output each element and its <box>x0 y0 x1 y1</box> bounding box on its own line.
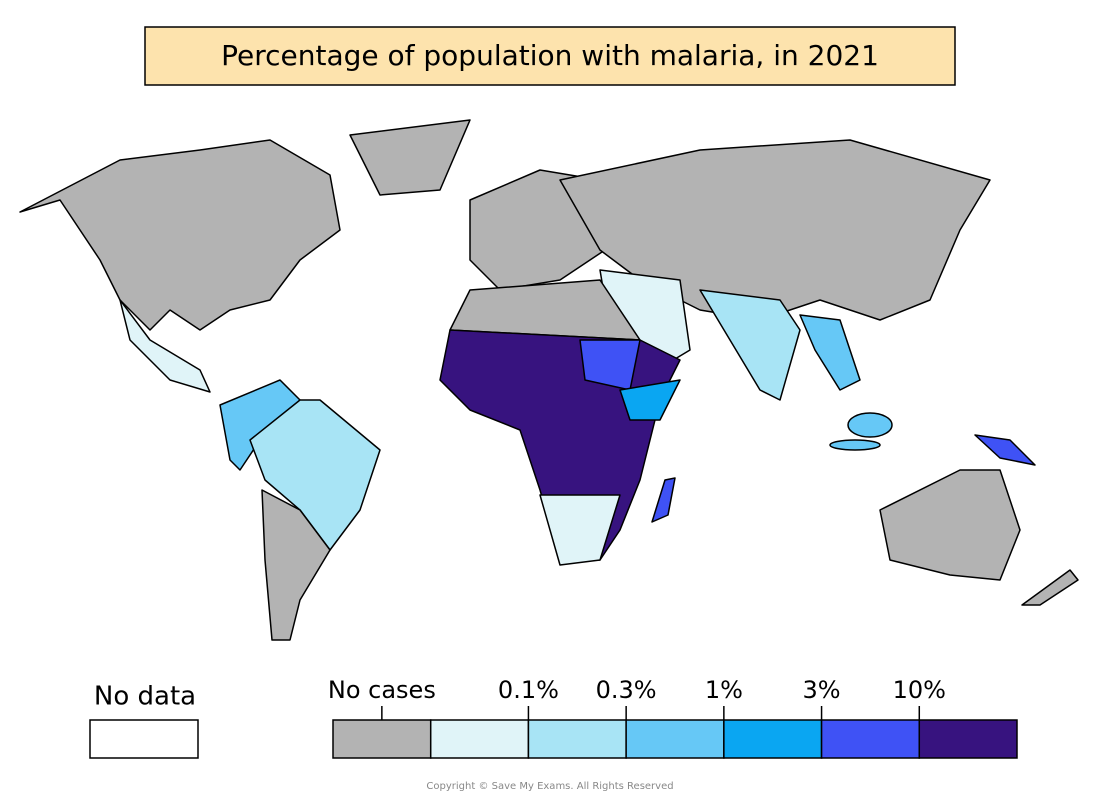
southeast-asia <box>799 314 861 391</box>
scale-swatch <box>723 719 823 759</box>
scale-swatch <box>820 719 921 759</box>
central-america <box>119 299 211 393</box>
new-zealand <box>1021 569 1079 606</box>
scale-label: 1% <box>705 676 743 704</box>
scale-swatch <box>429 719 530 759</box>
color-scale: No cases 0.1% 0.3% 1% 3% 10% <box>328 676 1018 759</box>
scale-label: No cases <box>328 676 436 704</box>
no-data-label: No data <box>94 682 196 712</box>
title: Percentage of population with malaria, i… <box>221 39 879 72</box>
scale-swatch <box>332 719 432 759</box>
scale-swatch <box>625 719 725 759</box>
greenland <box>349 119 471 196</box>
scale-label: 10% <box>893 676 946 704</box>
copyright: Copyright © Save My Exams. All Rights Re… <box>426 781 673 792</box>
southern-africa <box>539 494 621 566</box>
world-map <box>19 119 1079 641</box>
north-america <box>19 139 341 331</box>
madagascar <box>651 477 676 523</box>
papua <box>974 434 1036 466</box>
borneo <box>847 412 893 438</box>
brazil <box>249 399 381 551</box>
australia <box>879 469 1021 581</box>
scale-label: 0.3% <box>596 676 657 704</box>
scale-label: 0.1% <box>498 676 559 704</box>
no-data-swatch <box>89 719 199 759</box>
scale-swatch <box>527 719 627 759</box>
title-box <box>144 26 956 86</box>
java <box>829 439 881 451</box>
scale-label: 3% <box>803 676 841 704</box>
southern-cone <box>261 489 331 641</box>
scale-swatch <box>918 719 1018 759</box>
ethiopia <box>619 379 681 421</box>
india <box>699 289 801 401</box>
